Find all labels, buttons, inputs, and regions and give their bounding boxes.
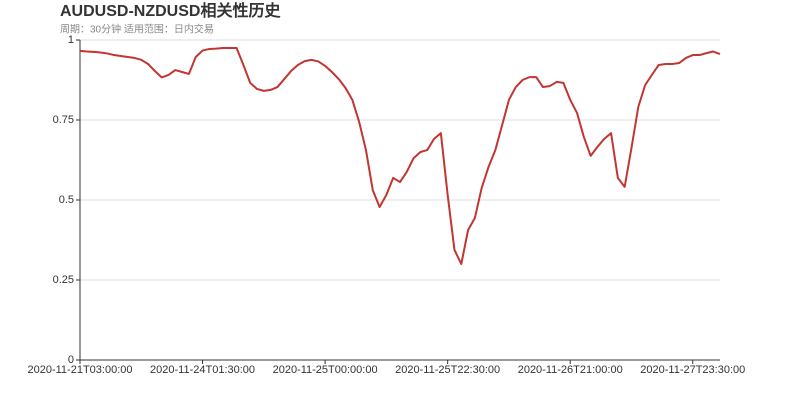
y-tick-label: 0.25 <box>53 274 74 286</box>
x-tick-label: 2020-11-26T21:00:00 <box>518 364 623 376</box>
data-line <box>79 47 721 265</box>
y-tick-label: 0.75 <box>53 114 74 126</box>
chart-title: AUDUSD-NZDUSD相关性历史 <box>60 1 281 20</box>
y-tick-label: 0 <box>68 354 74 366</box>
y-tick-label: 0.5 <box>59 194 74 206</box>
x-tick-label: 2020-11-21T03:00:00 <box>28 364 133 376</box>
x-tick-label: 2020-11-25T00:00:00 <box>273 364 378 376</box>
y-tick-label: 1 <box>68 34 74 46</box>
x-tick-label: 2020-11-24T01:30:00 <box>150 364 255 376</box>
chart-subtitle: 周期：30分钟 适用范围：日内交易 <box>60 23 214 36</box>
x-tick-label: 2020-11-25T22:30:00 <box>395 364 500 376</box>
x-tick-label: 2020-11-27T23:30:00 <box>640 364 745 376</box>
